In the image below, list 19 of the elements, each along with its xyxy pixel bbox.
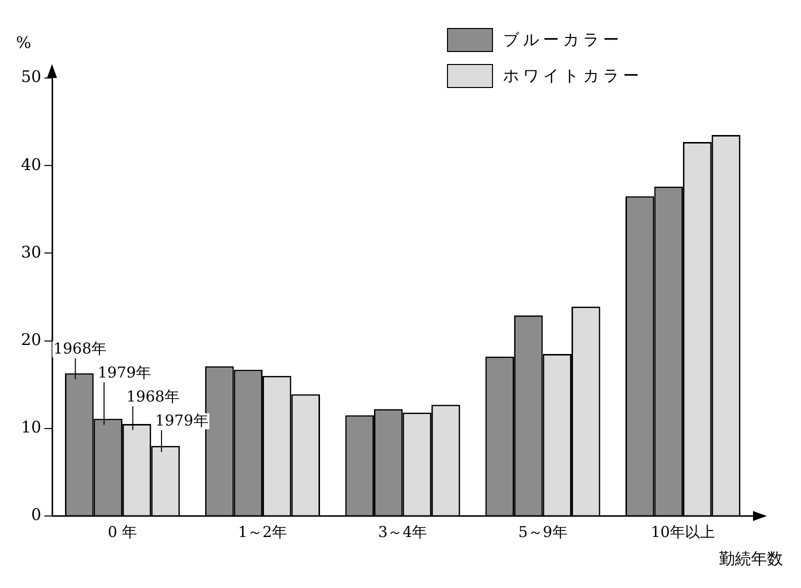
legend-label: ブルーカラー (503, 30, 623, 50)
y-axis-title: % (16, 33, 32, 52)
x-tick-label: 0 年 (108, 522, 138, 541)
annotation: 1979年 (98, 364, 151, 382)
y-tick-label: 40 (21, 154, 42, 174)
y-tick-label: 50 (21, 67, 42, 86)
annotation: 1979年 (155, 412, 208, 430)
legend-label: ホワイトカラー (503, 66, 643, 86)
annotation: 1968年 (53, 340, 107, 358)
x-tick-label: 3～4年 (378, 522, 428, 541)
x-axis-title: 勤続年数 (719, 549, 783, 568)
y-tick-label: 20 (21, 330, 42, 349)
annotation: 1968年 (126, 388, 180, 406)
y-tick-label: 30 (21, 242, 42, 262)
y-tick-label: 10 (21, 418, 42, 437)
x-tick-label: 5～9年 (518, 522, 568, 541)
x-tick-label: 10年以上 (650, 522, 715, 541)
y-tick-label: 0 (31, 505, 42, 524)
x-tick-label: 1～2年 (238, 522, 288, 541)
